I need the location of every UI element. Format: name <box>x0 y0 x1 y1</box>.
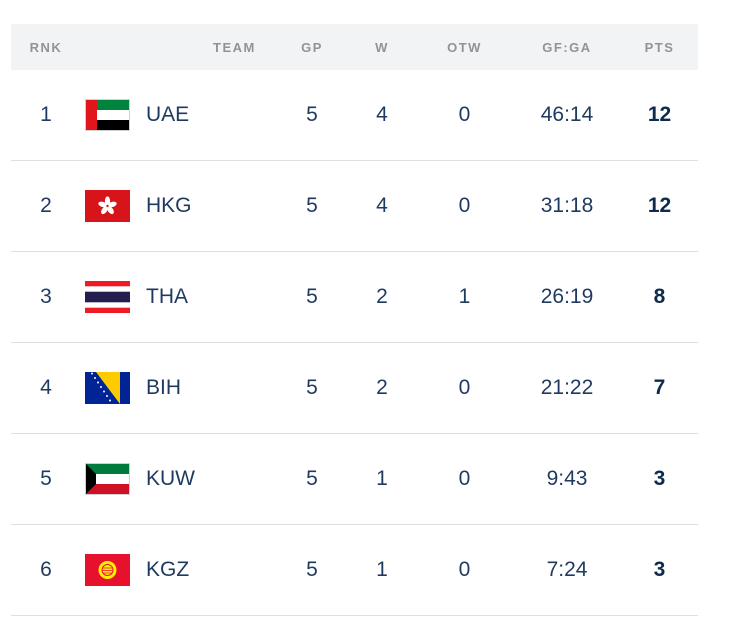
team-name[interactable]: UAE <box>146 103 190 126</box>
table-row[interactable]: 4 BIH 5 2 0 21:22 7 <box>11 343 698 434</box>
team-cell: UAE <box>81 99 277 131</box>
rank-cell: 6 <box>40 558 52 581</box>
uae-flag-icon <box>85 99 130 131</box>
header-w[interactable]: W <box>375 39 389 55</box>
pts-cell: 12 <box>647 194 672 217</box>
otw-cell: 1 <box>458 285 471 308</box>
team-cell: HKG <box>81 190 277 222</box>
gfga-cell: 31:18 <box>540 194 594 217</box>
gfga-cell: 9:43 <box>546 467 588 490</box>
team-name[interactable]: THA <box>146 285 188 308</box>
table-row[interactable]: 1 UAE 5 4 0 46:14 12 <box>11 70 698 161</box>
tha-flag-icon <box>85 281 130 313</box>
gp-cell: 5 <box>306 376 318 399</box>
rank-cell: 2 <box>40 194 52 217</box>
pts-cell: 3 <box>653 558 666 581</box>
pts-cell: 3 <box>653 467 666 490</box>
team-name[interactable]: KUW <box>146 467 195 490</box>
team-cell: BIH <box>81 372 277 404</box>
otw-cell: 0 <box>458 376 471 399</box>
table-row[interactable]: 3 THA 5 2 1 26:19 8 <box>11 252 698 343</box>
header-gfga[interactable]: GF:GA <box>542 39 592 55</box>
team-name[interactable]: HKG <box>146 194 192 217</box>
table-row[interactable]: 5 KUW 5 1 0 9:43 3 <box>11 434 698 525</box>
otw-cell: 0 <box>458 194 471 217</box>
gfga-cell: 46:14 <box>540 103 594 126</box>
table-header: RNK TEAM GP W OTW GF:GA PTS <box>11 24 698 70</box>
otw-cell: 0 <box>458 467 471 490</box>
w-cell: 1 <box>376 467 388 490</box>
standings-table: RNK TEAM GP W OTW GF:GA PTS 1 UAE 5 4 0 … <box>11 24 698 616</box>
gp-cell: 5 <box>306 194 318 217</box>
pts-cell: 12 <box>647 103 672 126</box>
team-name[interactable]: BIH <box>146 376 182 399</box>
gp-cell: 5 <box>306 558 318 581</box>
w-cell: 4 <box>376 103 388 126</box>
gfga-cell: 21:22 <box>540 376 594 399</box>
otw-cell: 0 <box>458 558 471 581</box>
team-cell: KGZ <box>81 554 277 586</box>
header-gp[interactable]: GP <box>301 39 323 55</box>
header-rnk[interactable]: RNK <box>29 39 63 55</box>
team-cell: THA <box>81 281 277 313</box>
otw-cell: 0 <box>458 103 471 126</box>
w-cell: 2 <box>376 285 388 308</box>
w-cell: 2 <box>376 376 388 399</box>
rank-cell: 5 <box>40 467 52 490</box>
gp-cell: 5 <box>306 103 318 126</box>
pts-cell: 7 <box>653 376 666 399</box>
rank-cell: 4 <box>40 376 52 399</box>
gfga-cell: 26:19 <box>540 285 594 308</box>
kgz-flag-icon <box>85 554 130 586</box>
w-cell: 1 <box>376 558 388 581</box>
bih-flag-icon <box>85 372 130 404</box>
rank-cell: 3 <box>40 285 52 308</box>
header-pts[interactable]: PTS <box>644 39 675 55</box>
rank-cell: 1 <box>40 103 52 126</box>
hkg-flag-icon <box>85 190 130 222</box>
gfga-cell: 7:24 <box>546 558 588 581</box>
table-row[interactable]: 6 KGZ 5 1 0 7:24 3 <box>11 525 698 616</box>
kuw-flag-icon <box>85 463 130 495</box>
header-otw[interactable]: OTW <box>447 39 482 55</box>
team-name[interactable]: KGZ <box>146 558 190 581</box>
w-cell: 4 <box>376 194 388 217</box>
pts-cell: 8 <box>653 285 666 308</box>
gp-cell: 5 <box>306 285 318 308</box>
header-team[interactable]: TEAM <box>213 39 256 55</box>
table-row[interactable]: 2 HKG 5 4 0 31:18 12 <box>11 161 698 252</box>
gp-cell: 5 <box>306 467 318 490</box>
team-cell: KUW <box>81 463 277 495</box>
